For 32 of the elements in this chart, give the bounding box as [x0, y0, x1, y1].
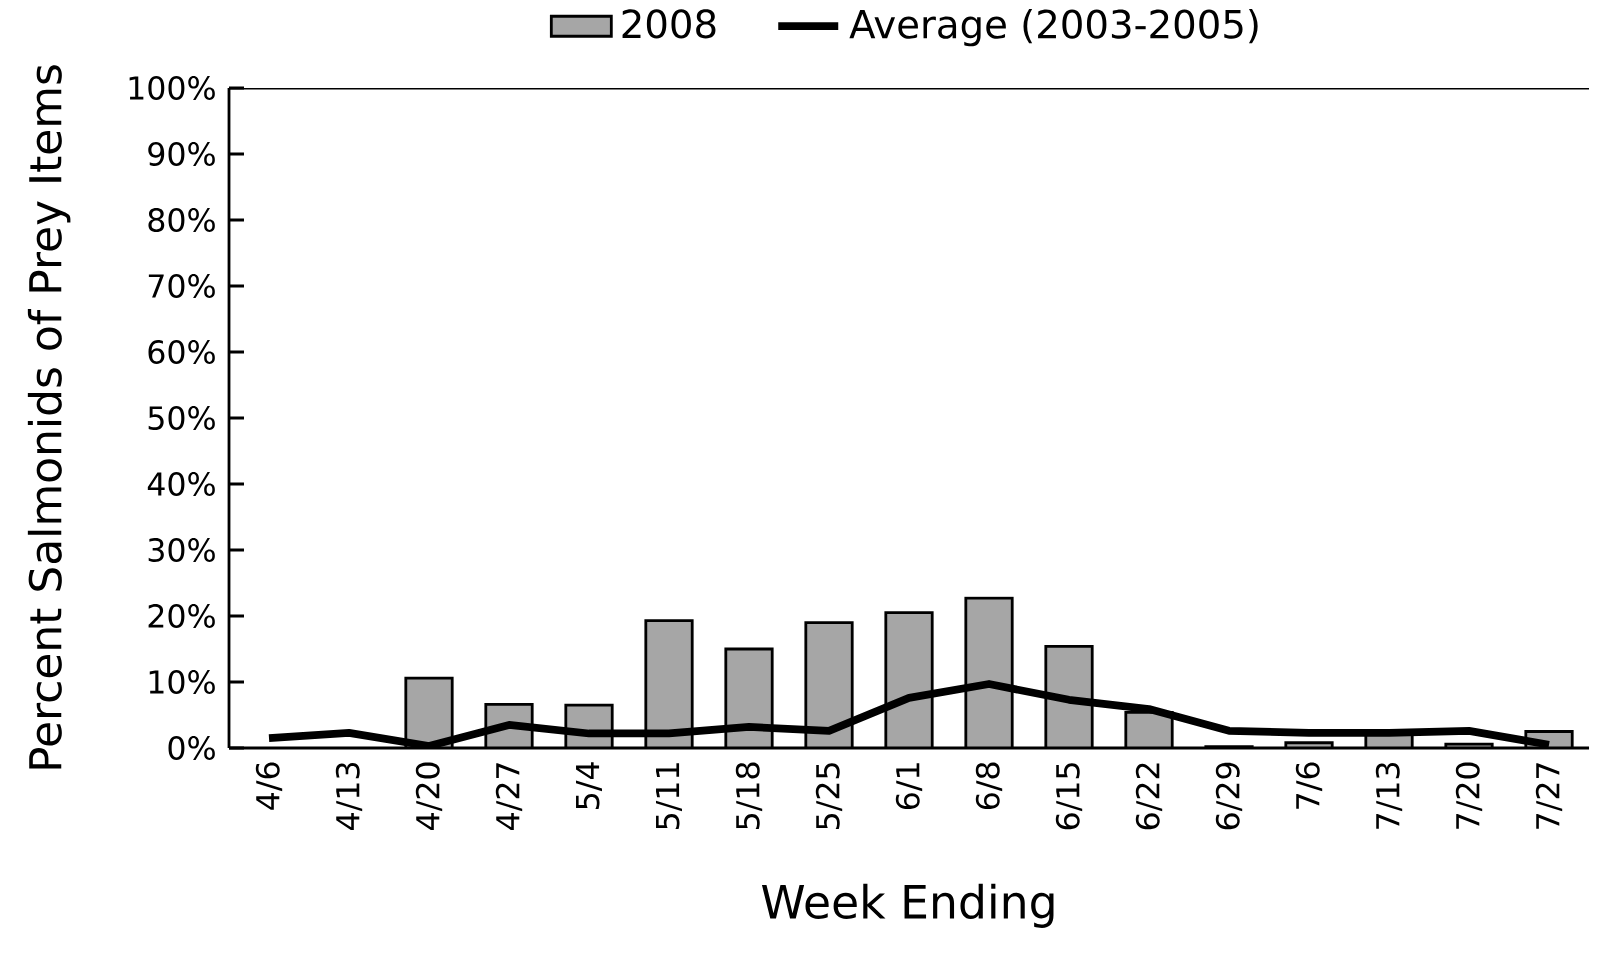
x-axis-title: Week Ending [761, 883, 1054, 928]
x-tick-label: 6/29 [1215, 762, 1243, 830]
x-tick-label: 4/27 [495, 763, 523, 830]
y-tick-label: 20% [148, 604, 215, 628]
x-tick-label: 7/13 [1375, 762, 1403, 829]
x-tick-label: 7/6 [1295, 762, 1323, 809]
y-tick-label: 90% [148, 142, 215, 166]
y-tick-label: 70% [148, 274, 215, 298]
y-tick-label: 30% [148, 538, 215, 562]
y-tick-label: 0% [168, 736, 215, 760]
x-tick-label: 6/15 [1055, 763, 1083, 830]
y-axis-title: Percent Salmonids of Prey Items [27, 65, 71, 769]
x-tick-label: 5/4 [576, 762, 602, 809]
y-tick-label: 100% [129, 76, 215, 100]
x-tick-label: 6/8 [975, 762, 1003, 810]
x-tick-label: 7/20 [1455, 762, 1483, 829]
y-tick-label: 60% [148, 340, 215, 364]
y-tick-label: 50% [148, 406, 215, 430]
y-tick-label: 40% [147, 472, 215, 496]
legend-label: 2008 [622, 9, 716, 39]
x-tick-label: 6/1 [895, 763, 923, 810]
y-tick-label: 10% [149, 670, 215, 694]
x-tick-label: 4/20 [415, 762, 443, 830]
x-tick-label: 5/25 [815, 763, 843, 830]
x-tick-label: 5/11 [656, 763, 682, 830]
y-tick-label: 80% [148, 208, 215, 232]
legend-label: Average (2003-2005) [849, 8, 1258, 47]
x-tick-label: 6/22 [1135, 763, 1163, 830]
x-tick-label: 5/18 [735, 762, 763, 830]
x-tick-label: 4/13 [335, 762, 363, 830]
x-tick-label: 7/27 [1535, 763, 1563, 829]
x-tick-label: 4/6 [255, 762, 283, 810]
